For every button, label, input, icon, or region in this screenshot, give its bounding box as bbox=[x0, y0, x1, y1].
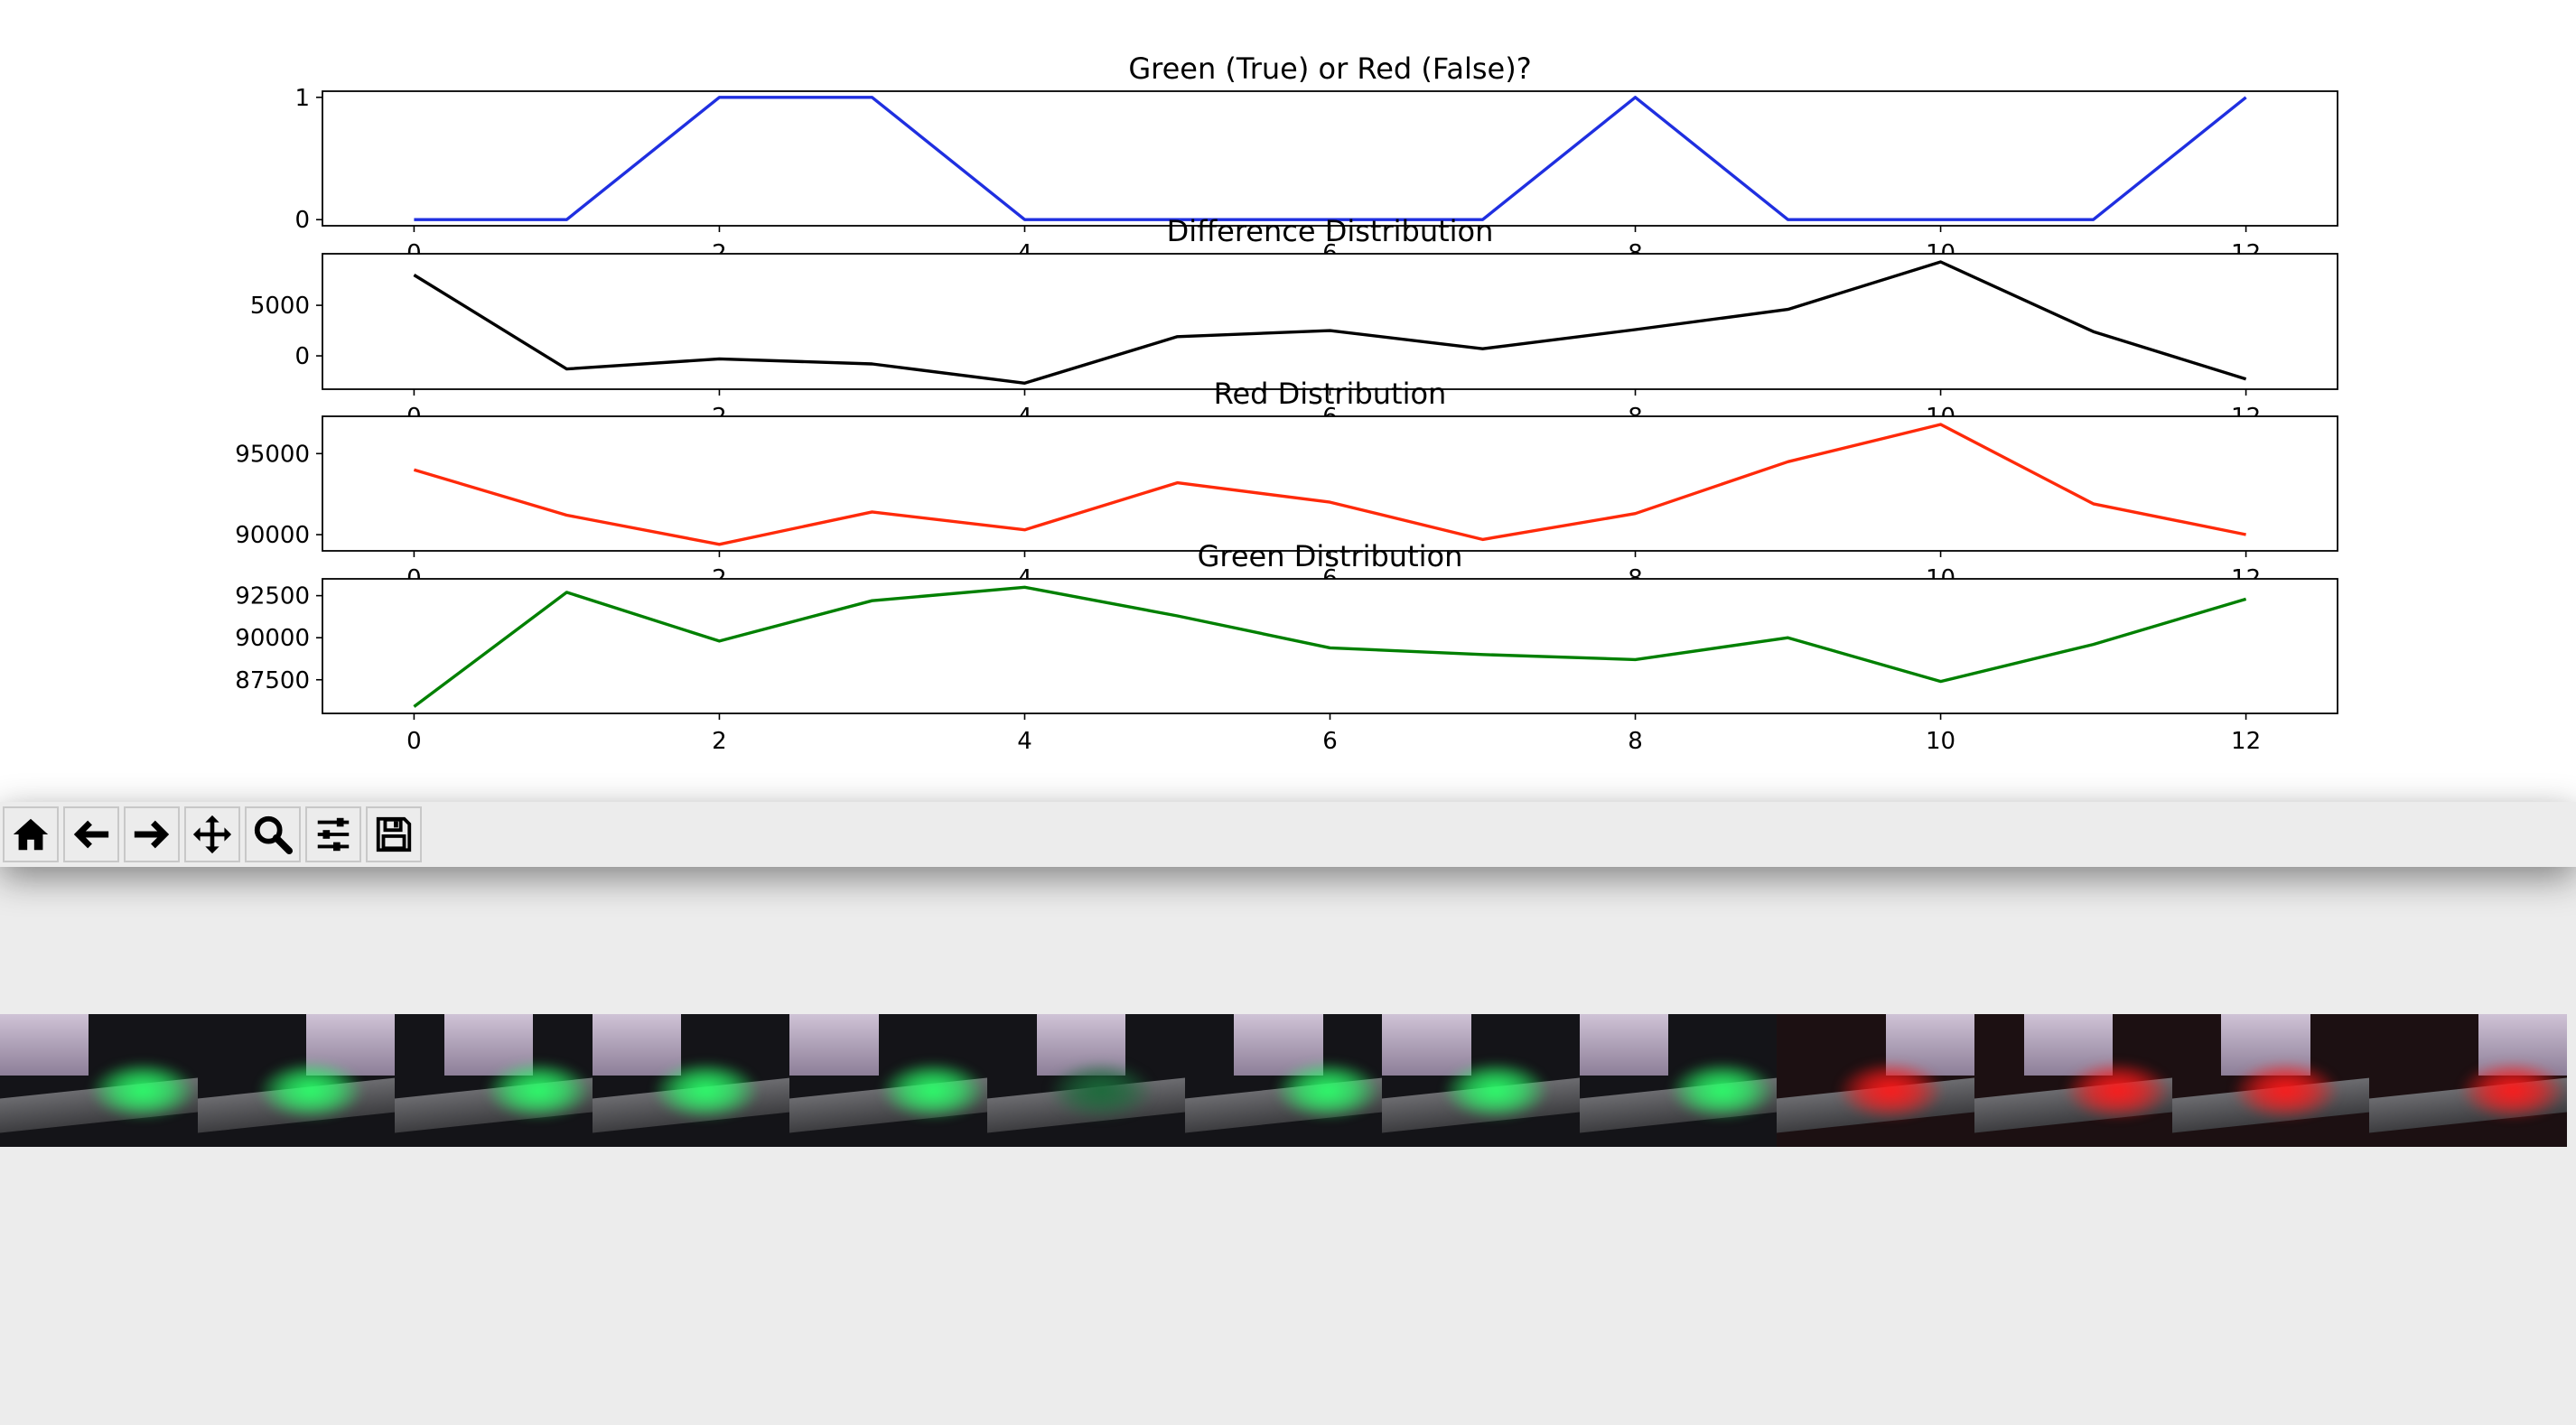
subplot-title: Difference Distribution bbox=[1167, 214, 1494, 248]
y-tick-label: 95000 bbox=[235, 441, 310, 468]
subplot-4: 0 2 4 6 8 10 12 87500 90000 92500 bbox=[235, 579, 2338, 755]
led-glow bbox=[2063, 1060, 2172, 1121]
subplot-4-frame: Green Distribution bbox=[322, 539, 2338, 714]
window-light bbox=[789, 1014, 879, 1076]
axes-frame bbox=[322, 90, 2338, 227]
window-light bbox=[1579, 1014, 1669, 1076]
save-button[interactable] bbox=[366, 806, 422, 862]
frame-thumbnail bbox=[395, 1014, 593, 1147]
subplot-title: Red Distribution bbox=[1214, 377, 1447, 411]
arrow-right-icon bbox=[134, 820, 170, 849]
zoom-button[interactable] bbox=[245, 806, 301, 862]
frame-thumbnail bbox=[1579, 1014, 1778, 1147]
frame-thumbnail bbox=[1382, 1014, 1580, 1147]
frame-thumbnail bbox=[1974, 1014, 2172, 1147]
subplot-2: 02468101205000 bbox=[250, 254, 2338, 431]
arrow-left-icon bbox=[73, 820, 109, 849]
led-glow bbox=[651, 1060, 761, 1121]
frame-thumbnail bbox=[1777, 1014, 1975, 1147]
frame-thumbnail bbox=[2369, 1014, 2567, 1147]
series-line bbox=[413, 260, 2247, 385]
led-glow bbox=[2231, 1060, 2340, 1121]
axes-background bbox=[322, 254, 2338, 389]
frame-thumbnail bbox=[2171, 1014, 2370, 1147]
x-tick-label: 6 bbox=[1322, 728, 1338, 755]
y-tick-label: 90000 bbox=[235, 625, 310, 652]
y-tick-label: 0 bbox=[294, 207, 310, 234]
x-tick-label: 4 bbox=[1017, 728, 1032, 755]
figure-canvas: 0246810120102468101205000024681012900009… bbox=[235, 51, 2338, 755]
axes-frame bbox=[322, 253, 2338, 390]
x-tick-label: 12 bbox=[2231, 728, 2261, 755]
axes-frame bbox=[322, 415, 2338, 552]
frame-thumbnail bbox=[592, 1014, 790, 1147]
home-button[interactable] bbox=[3, 806, 59, 862]
led-glow bbox=[1836, 1060, 1946, 1121]
navigation-toolbar bbox=[0, 802, 2576, 867]
led-glow bbox=[2458, 1060, 2567, 1121]
axes-background bbox=[322, 579, 2338, 713]
frame-thumbnail bbox=[197, 1014, 396, 1147]
y-tick-label: 90000 bbox=[235, 522, 310, 549]
led-glow bbox=[878, 1060, 988, 1121]
axes-background bbox=[322, 416, 2338, 551]
matplotlib-figure: 0246810120102468101205000024681012900009… bbox=[0, 0, 2576, 802]
home-icon bbox=[13, 818, 49, 851]
series-line bbox=[413, 423, 2246, 546]
y-tick-label: 0 bbox=[294, 343, 310, 370]
subplot-3: 0246810129000095000 bbox=[235, 416, 2338, 592]
x-tick-label: 0 bbox=[406, 728, 422, 755]
x-tick-label: 10 bbox=[1926, 728, 1955, 755]
y-tick-label: 92500 bbox=[235, 583, 310, 610]
led-glow bbox=[257, 1060, 366, 1121]
led-glow bbox=[483, 1060, 593, 1121]
sliders-icon bbox=[317, 817, 350, 852]
frame-thumbnail bbox=[0, 1014, 198, 1147]
led-glow bbox=[1274, 1060, 1383, 1121]
subplot-title: Green (True) or Red (False)? bbox=[1128, 51, 1531, 86]
window-light bbox=[592, 1014, 682, 1076]
frame-thumbnail bbox=[1184, 1014, 1383, 1147]
move-icon bbox=[192, 815, 232, 854]
magnifier-icon bbox=[254, 815, 294, 855]
axes-background bbox=[322, 91, 2338, 226]
pan-button[interactable] bbox=[184, 806, 240, 862]
subplot-1-frame: Green (True) or Red (False)? bbox=[322, 51, 2338, 227]
x-tick-label: 2 bbox=[712, 728, 727, 755]
subplot-2-frame: Difference Distribution bbox=[322, 214, 2338, 390]
frame-thumbnail bbox=[987, 1014, 1185, 1147]
frame-thumbnail bbox=[789, 1014, 988, 1147]
led-glow bbox=[89, 1060, 198, 1121]
axes-frame bbox=[322, 578, 2338, 714]
window-light bbox=[0, 1014, 89, 1076]
frame-thumbnail-strip bbox=[0, 1014, 2567, 1147]
forward-button[interactable] bbox=[124, 806, 180, 862]
window-light bbox=[1382, 1014, 1471, 1076]
series-line bbox=[414, 96, 2247, 221]
x-tick-label: 8 bbox=[1628, 728, 1643, 755]
configure-subplots-button[interactable] bbox=[305, 806, 361, 862]
y-tick-label: 5000 bbox=[250, 293, 310, 320]
back-button[interactable] bbox=[63, 806, 119, 862]
led-glow bbox=[1046, 1060, 1155, 1121]
led-glow bbox=[1441, 1060, 1551, 1121]
subplot-title: Green Distribution bbox=[1198, 539, 1463, 573]
y-tick-label: 87500 bbox=[235, 667, 310, 694]
led-glow bbox=[1668, 1060, 1778, 1121]
series-line bbox=[413, 585, 2247, 708]
subplot-3-frame: Red Distribution bbox=[322, 377, 2338, 552]
floppy-disk-icon bbox=[376, 816, 412, 852]
y-tick-label: 1 bbox=[294, 85, 310, 112]
